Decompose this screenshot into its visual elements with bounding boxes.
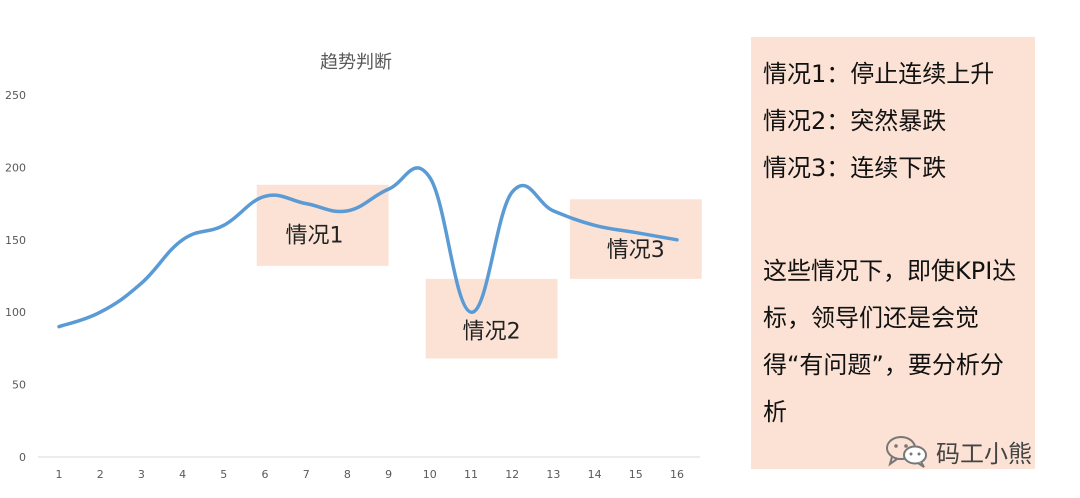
annotation-label-3: 情况3 [607, 238, 665, 263]
wechat-icon [886, 436, 927, 468]
y-tick-label: 50 [12, 379, 26, 392]
x-tick-label: 12 [505, 468, 519, 481]
x-tick-label: 6 [262, 468, 269, 481]
x-tick-label: 8 [344, 468, 351, 481]
y-tick-label: 100 [5, 306, 26, 319]
explanation-paragraph: 这些情况下，即使KPI达标，领导们还是会觉得“有问题”，要分析分析 [763, 257, 1017, 426]
watermark-text: 码工小熊 [936, 439, 1032, 468]
annotation-box-1 [256, 184, 389, 266]
explanation-panel: 情况1：停止连续上升 情况2：突然暴跌 情况3：连续下跌 这些情况下，即使KPI… [751, 37, 1035, 469]
series-line [57, 166, 679, 329]
case2-text: 情况2：突然暴跌 [763, 107, 947, 135]
x-tick-label: 14 [588, 468, 602, 481]
x-tick-label: 16 [670, 468, 684, 481]
x-tick-label: 3 [138, 468, 145, 481]
watermark: 码工小熊 [884, 432, 1032, 470]
x-tick-label: 9 [385, 468, 392, 481]
x-tick-label: 2 [97, 468, 104, 481]
y-tick-label: 200 [5, 161, 26, 174]
x-tick-label: 15 [629, 468, 643, 481]
x-tick-label: 7 [303, 468, 310, 481]
x-tick-label: 1 [56, 468, 63, 481]
case1-text: 情况1：停止连续上升 [763, 60, 995, 88]
chart-title: 趋势判断 [320, 52, 392, 73]
y-tick-label: 0 [19, 451, 26, 464]
x-tick-label: 13 [546, 468, 560, 481]
y-tick-label: 250 [5, 89, 26, 102]
x-tick-label: 4 [179, 468, 186, 481]
annotation-label-1: 情况1 [285, 224, 343, 249]
case3-text: 情况3：连续下跌 [763, 154, 947, 182]
annotation-label-2: 情况2 [463, 319, 521, 344]
x-tick-label: 5 [220, 468, 227, 481]
y-tick-label: 150 [5, 234, 26, 247]
x-tick-label: 10 [423, 468, 437, 481]
annotation-box-3 [569, 199, 702, 279]
x-tick-label: 11 [464, 468, 478, 481]
annotation-box-2 [425, 278, 558, 359]
